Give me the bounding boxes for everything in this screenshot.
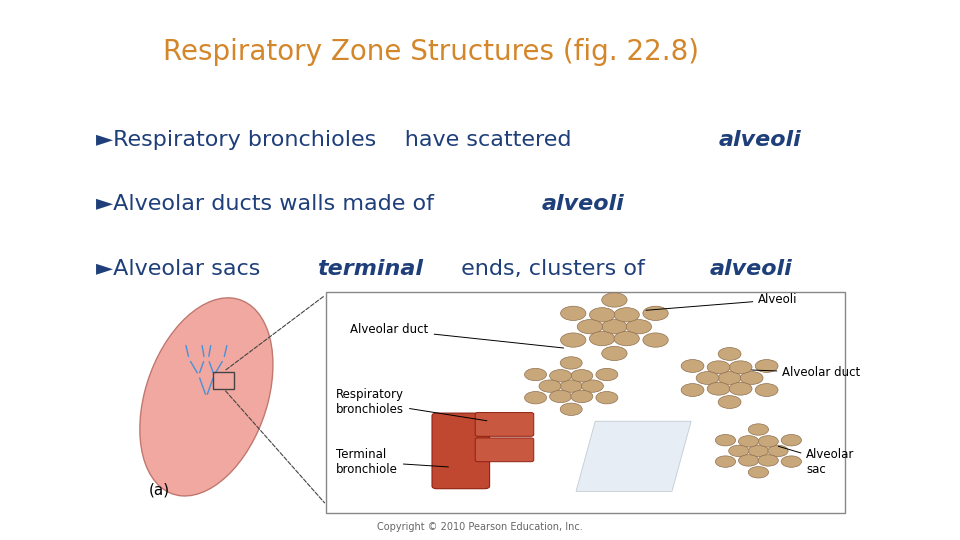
Circle shape bbox=[708, 361, 730, 374]
Text: Respiratory Zone Structures (fig. 22.8): Respiratory Zone Structures (fig. 22.8) bbox=[163, 38, 699, 66]
Circle shape bbox=[614, 332, 639, 346]
Polygon shape bbox=[576, 421, 691, 491]
Circle shape bbox=[589, 308, 614, 322]
Text: Alveolar duct: Alveolar duct bbox=[752, 366, 861, 379]
Circle shape bbox=[561, 333, 586, 347]
Circle shape bbox=[718, 372, 741, 384]
Circle shape bbox=[756, 360, 778, 373]
Circle shape bbox=[756, 383, 778, 396]
Ellipse shape bbox=[140, 298, 273, 496]
Text: ►Alveolar sacs: ►Alveolar sacs bbox=[96, 259, 268, 279]
Circle shape bbox=[602, 320, 627, 334]
Circle shape bbox=[524, 368, 546, 381]
Circle shape bbox=[561, 306, 586, 320]
Circle shape bbox=[626, 320, 652, 334]
Text: ►Respiratory bronchioles    have scattered: ►Respiratory bronchioles have scattered bbox=[96, 130, 579, 150]
Circle shape bbox=[643, 306, 668, 320]
Circle shape bbox=[730, 382, 752, 395]
Text: alveoli: alveoli bbox=[709, 259, 792, 279]
FancyBboxPatch shape bbox=[432, 413, 490, 489]
Circle shape bbox=[589, 332, 614, 346]
Text: ends, clusters of: ends, clusters of bbox=[454, 259, 652, 279]
Text: (a): (a) bbox=[149, 483, 170, 498]
Circle shape bbox=[781, 456, 802, 467]
Circle shape bbox=[602, 346, 627, 361]
Circle shape bbox=[539, 380, 561, 392]
Circle shape bbox=[718, 348, 741, 360]
Circle shape bbox=[596, 368, 618, 381]
Text: alveoli: alveoli bbox=[719, 130, 802, 150]
Circle shape bbox=[614, 308, 639, 322]
FancyBboxPatch shape bbox=[326, 292, 845, 513]
Circle shape bbox=[715, 435, 735, 446]
Circle shape bbox=[550, 369, 571, 382]
Circle shape bbox=[571, 390, 592, 403]
Text: Alveoli: Alveoli bbox=[646, 293, 798, 310]
Circle shape bbox=[571, 369, 592, 382]
Text: terminal: terminal bbox=[318, 259, 423, 279]
Circle shape bbox=[602, 293, 627, 307]
Circle shape bbox=[596, 392, 618, 404]
Text: Respiratory
bronchioles: Respiratory bronchioles bbox=[336, 388, 487, 421]
Circle shape bbox=[768, 445, 788, 457]
Circle shape bbox=[561, 380, 582, 392]
Circle shape bbox=[577, 320, 603, 334]
Text: ►Alveolar ducts walls made of: ►Alveolar ducts walls made of bbox=[96, 194, 442, 214]
FancyBboxPatch shape bbox=[475, 413, 534, 436]
Text: Alveolar duct: Alveolar duct bbox=[350, 323, 564, 348]
Circle shape bbox=[550, 390, 571, 403]
Circle shape bbox=[682, 360, 704, 373]
Text: alveoli: alveoli bbox=[541, 194, 624, 214]
Circle shape bbox=[740, 372, 763, 384]
Circle shape bbox=[758, 436, 779, 447]
Circle shape bbox=[781, 435, 802, 446]
Circle shape bbox=[582, 380, 604, 392]
Circle shape bbox=[715, 456, 735, 467]
Text: Terminal
bronchiole: Terminal bronchiole bbox=[336, 448, 448, 476]
Circle shape bbox=[682, 383, 704, 396]
FancyBboxPatch shape bbox=[475, 438, 534, 462]
Circle shape bbox=[758, 455, 779, 466]
Circle shape bbox=[748, 445, 769, 457]
Circle shape bbox=[524, 392, 546, 404]
Circle shape bbox=[738, 455, 758, 466]
Circle shape bbox=[729, 445, 749, 457]
Circle shape bbox=[718, 396, 741, 408]
Circle shape bbox=[748, 424, 769, 435]
Circle shape bbox=[643, 333, 668, 347]
Text: Copyright © 2010 Pearson Education, Inc.: Copyright © 2010 Pearson Education, Inc. bbox=[377, 522, 583, 532]
Circle shape bbox=[730, 361, 752, 374]
Circle shape bbox=[561, 403, 582, 415]
Text: Alveolar
sac: Alveolar sac bbox=[779, 446, 854, 476]
Circle shape bbox=[561, 357, 582, 369]
Circle shape bbox=[708, 382, 730, 395]
Circle shape bbox=[696, 372, 719, 384]
Circle shape bbox=[748, 467, 769, 478]
Circle shape bbox=[738, 436, 758, 447]
